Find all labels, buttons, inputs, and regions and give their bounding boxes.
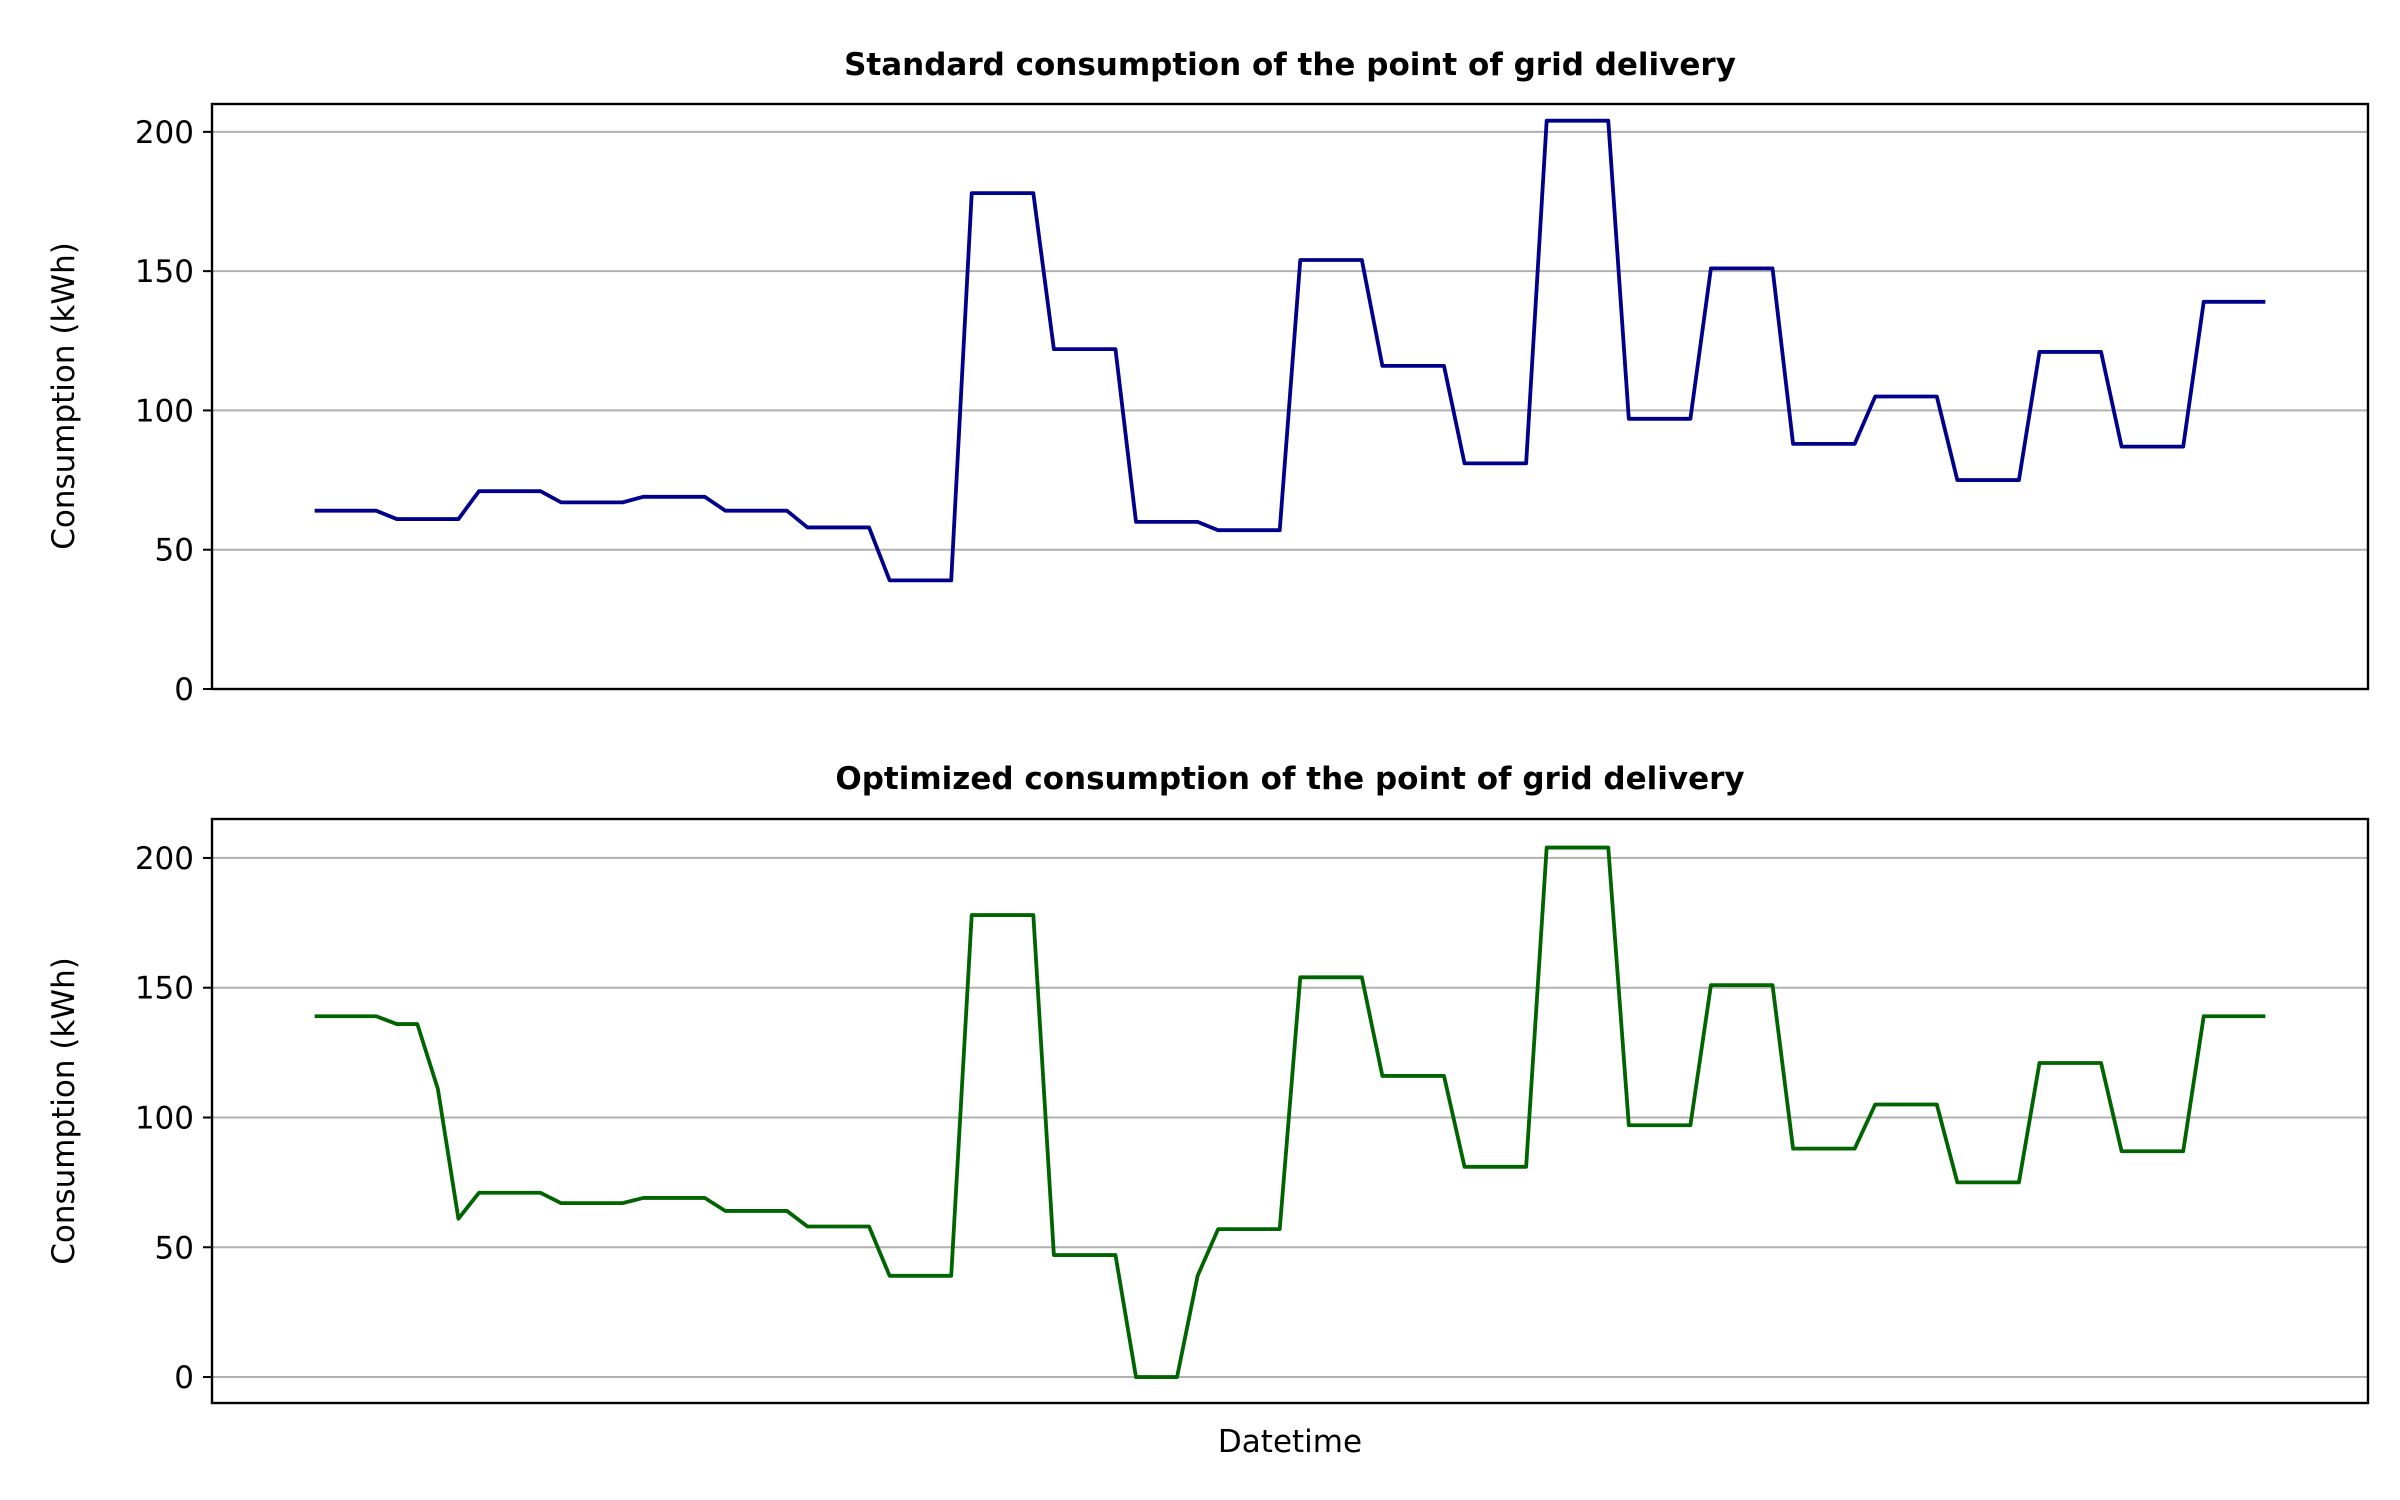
chart-title: Optimized consumption of the point of gr… <box>835 761 1744 797</box>
y-tick-label: 50 <box>155 533 194 569</box>
y-tick-label: 200 <box>135 115 194 151</box>
chart-title: Standard consumption of the point of gri… <box>844 47 1736 83</box>
series-line-standard <box>314 118 2266 583</box>
y-axis-label: Consumption (kWh) <box>46 957 82 1265</box>
plot-frame <box>210 102 2370 691</box>
series-line-optimized <box>314 845 2266 1379</box>
y-tick-label: 100 <box>135 1100 194 1136</box>
x-axis-label: Datetime <box>1218 1424 1362 1460</box>
plot-frame <box>210 817 2370 1405</box>
grid-lines <box>212 856 2368 1379</box>
y-axis-ticks: 0 50 100 150 200 <box>135 841 212 1396</box>
y-tick-label: 150 <box>135 971 194 1007</box>
chart-standard: Standard consumption of the point of gri… <box>46 47 2370 708</box>
y-tick-label: 50 <box>155 1230 194 1266</box>
chart-optimized: Optimized consumption of the point of gr… <box>46 761 2370 1460</box>
y-tick-label: 100 <box>135 393 194 429</box>
y-tick-label: 0 <box>174 672 194 708</box>
y-tick-label: 0 <box>174 1360 194 1396</box>
y-axis-label: Consumption (kWh) <box>46 242 82 550</box>
y-axis-ticks: 0 50 100 150 200 <box>135 115 212 708</box>
y-tick-label: 150 <box>135 254 194 290</box>
y-tick-label: 200 <box>135 841 194 877</box>
